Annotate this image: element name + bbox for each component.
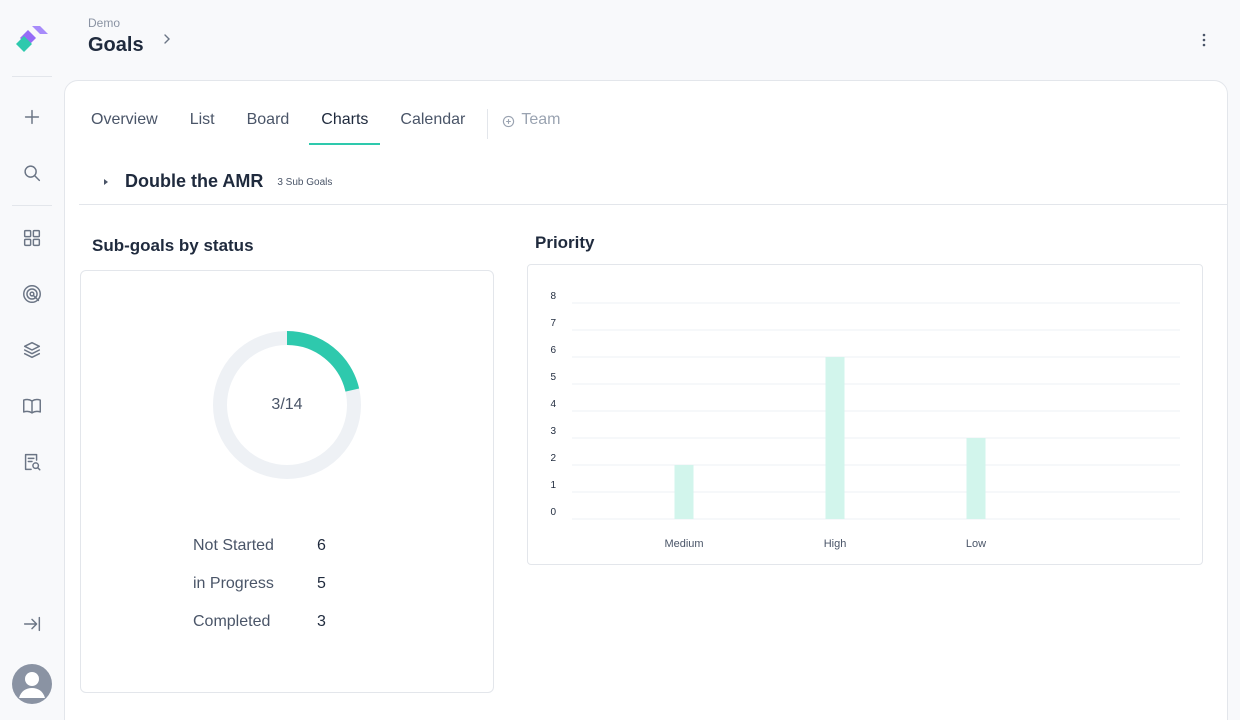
legend-value: 6 [317,537,326,554]
goal-header: Double the AMR 3 Sub Goals [101,171,332,192]
y-tick-label: 3 [550,426,556,437]
book-open-icon[interactable] [20,394,44,418]
sidebar-divider [12,76,52,77]
y-tick-label: 0 [550,507,556,518]
priority-section-title: Priority [535,233,595,252]
legend-value: 5 [317,575,326,592]
dashboard-grid-icon[interactable] [20,226,44,250]
sub-goal-count: 3 Sub Goals [277,177,333,188]
goal-divider [79,204,1227,205]
tab-charts[interactable]: Charts [309,109,381,145]
tab-overview[interactable]: Overview [91,111,158,128]
x-tick-label: Low [966,538,986,550]
tab-divider [487,109,489,139]
main-panel: Overview List Board Charts Calendar Team… [64,80,1228,720]
document-search-icon[interactable] [20,450,44,474]
legend-value: 3 [317,613,326,630]
user-avatar[interactable] [12,664,52,704]
caret-right-icon[interactable] [101,177,111,187]
bar-low [966,438,986,519]
status-donut-chart [213,331,361,479]
collapse-sidebar-icon[interactable] [20,612,44,636]
y-tick-label: 2 [550,453,556,464]
legend-label: Not Started [193,537,274,554]
app-logo-icon[interactable] [14,22,50,54]
tab-calendar[interactable]: Calendar [400,111,466,128]
y-tick-label: 7 [550,318,556,329]
status-section-title: Sub-goals by status [92,236,254,255]
breadcrumb[interactable]: Demo [88,16,121,30]
user-silhouette-icon [19,672,45,698]
plus-circle-icon [503,115,515,127]
x-tick-label: Medium [664,538,703,550]
legend-label: Completed [193,613,271,630]
legend-row: in Progress 5 [193,575,326,613]
tab-team[interactable]: Team [502,109,560,145]
sidebar-divider [12,205,52,206]
tab-team-label: Team [521,111,561,128]
priority-bar-chart: 0 1 2 3 4 5 6 7 8 Medium High Low [550,291,1180,550]
more-options-icon[interactable] [1196,30,1212,50]
goals-target-icon[interactable] [20,282,44,306]
y-tick-label: 6 [550,345,556,356]
y-tick-label: 1 [550,480,556,491]
tab-board[interactable]: Board [246,111,290,128]
search-icon[interactable] [20,161,44,185]
x-tick-label: High [824,538,847,550]
layers-icon[interactable] [20,338,44,362]
donut-slice-completed [286,331,360,392]
status-legend: Not Started 6 in Progress 5 Completed 3 [193,537,326,651]
y-tick-label: 4 [550,399,556,410]
priority-card: 0 1 2 3 4 5 6 7 8 Medium High Low [527,264,1203,565]
y-tick-label: 5 [550,372,556,383]
y-tick-label: 8 [550,291,556,302]
tab-list[interactable]: List [189,111,215,128]
page-header: Demo Goals [88,16,144,57]
legend-label: in Progress [193,575,274,592]
legend-row: Completed 3 [193,613,326,651]
chevron-right-icon[interactable] [160,32,174,46]
add-icon[interactable] [20,105,44,129]
view-tabs: Overview List Board Charts Calendar Team [91,109,560,145]
page-title: Goals [88,34,144,56]
bar-medium [674,465,694,519]
goal-title: Double the AMR [125,171,264,191]
donut-center-label: 3/14 [271,396,303,413]
status-card: 3/14 Not Started 6 in Progress 5 Complet… [80,270,494,693]
bar-high [825,357,845,519]
sidebar [0,0,64,720]
legend-row: Not Started 6 [193,537,326,575]
